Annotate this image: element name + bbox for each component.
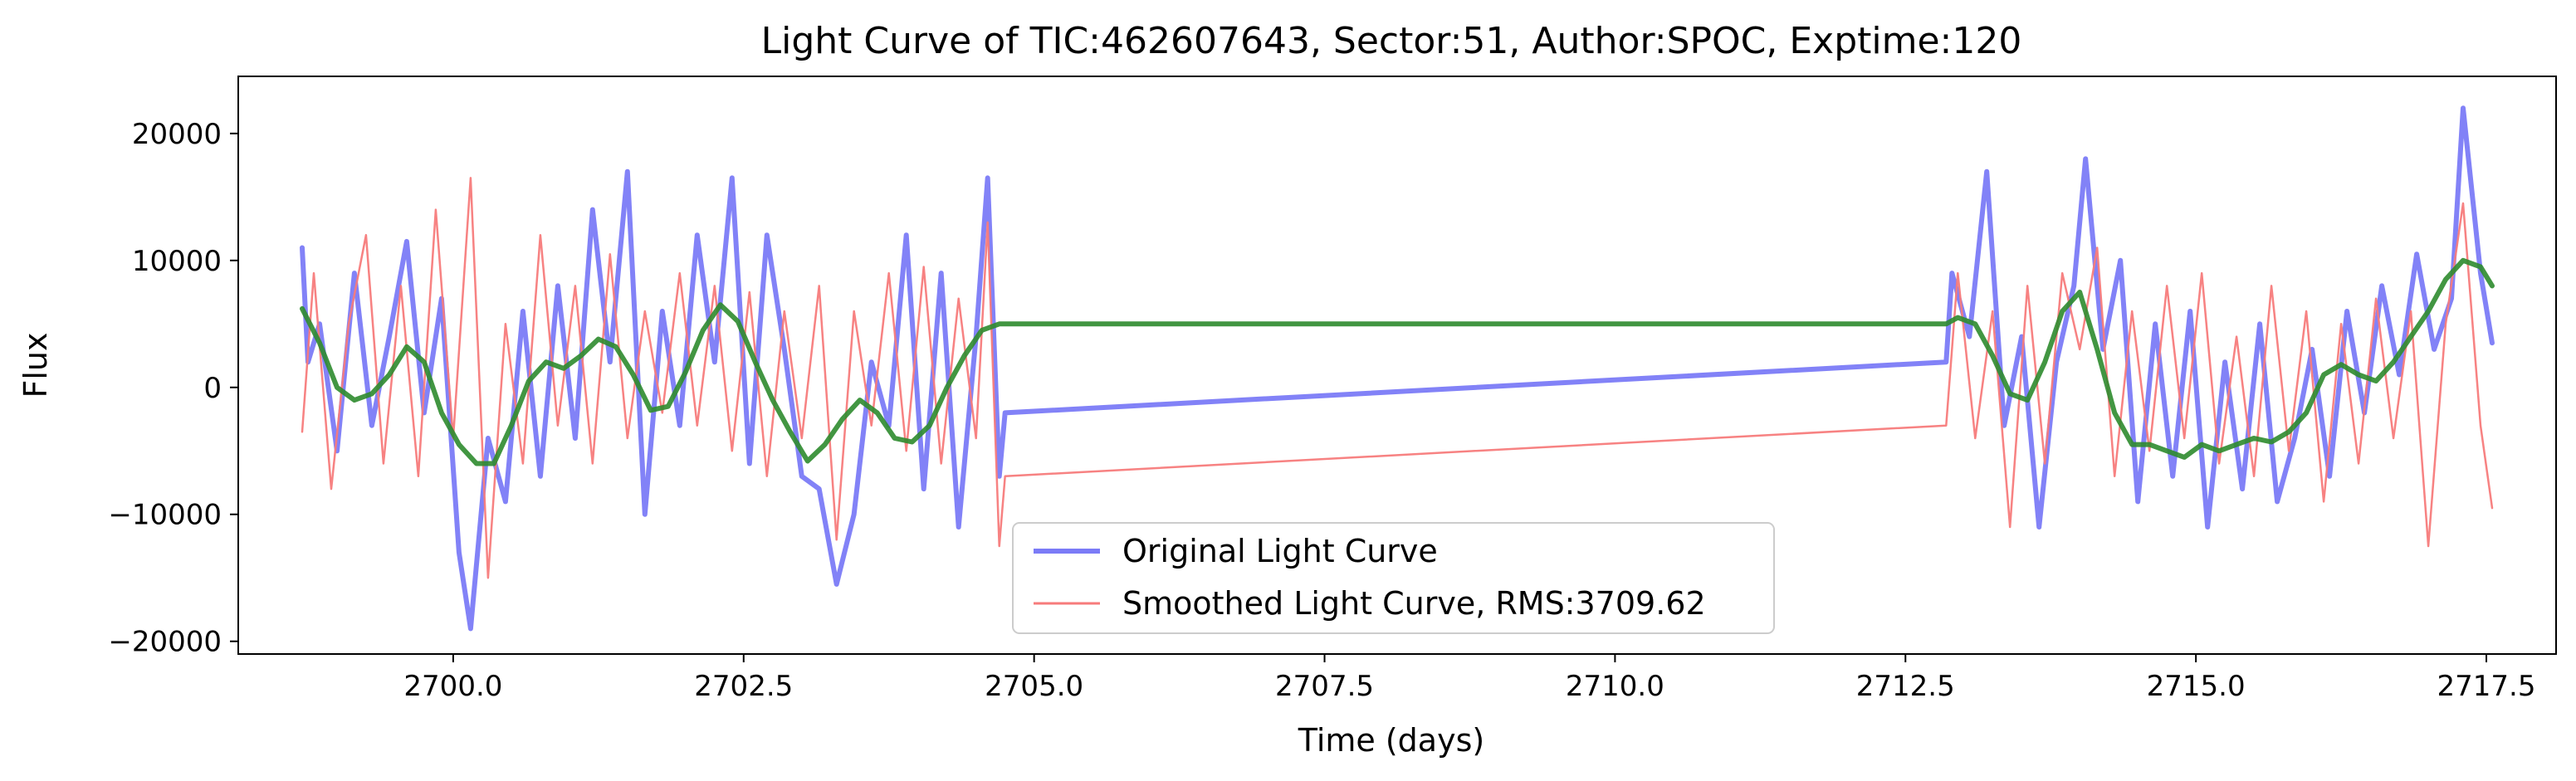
x-axis: 2700.0 2702.5 2705.0 2707.5 2710.0 2712.5 2715… bbox=[403, 654, 2536, 703]
legend-label-original: Original Light Curve bbox=[1122, 533, 1438, 569]
y-tick-label: 20000 bbox=[132, 118, 222, 151]
y-tick-label: −20000 bbox=[108, 626, 222, 659]
y-axis: −20000 −10000 0 10000 20000 bbox=[108, 118, 238, 659]
x-tick-label: 2717.5 bbox=[2437, 670, 2536, 703]
x-tick-label: 2712.5 bbox=[1856, 670, 1955, 703]
legend-frame bbox=[1012, 522, 1775, 634]
x-tick-label: 2700.0 bbox=[403, 670, 502, 703]
series-layer bbox=[300, 105, 2495, 632]
chart-title: Light Curve of TIC:462607643, Sector:51,… bbox=[761, 20, 2022, 62]
series-original-line bbox=[300, 105, 2495, 632]
y-axis-label: Flux bbox=[17, 333, 54, 398]
x-tick-label: 2710.0 bbox=[1566, 670, 1664, 703]
x-axis-label: Time (days) bbox=[1298, 722, 1484, 759]
y-tick-label: 10000 bbox=[132, 245, 222, 278]
y-tick-label: 0 bbox=[203, 372, 222, 405]
series-trend-line bbox=[300, 257, 2495, 466]
y-tick-label: −10000 bbox=[108, 499, 222, 532]
legend-label-smoothed: Smoothed Light Curve, RMS:3709.62 bbox=[1122, 585, 1706, 622]
x-tick-label: 2702.5 bbox=[694, 670, 793, 703]
x-tick-label: 2705.0 bbox=[985, 670, 1083, 703]
x-tick-label: 2707.5 bbox=[1275, 670, 1374, 703]
x-tick-label: 2715.0 bbox=[2147, 670, 2246, 703]
legend: Original Light Curve Smoothed Light Curv… bbox=[1012, 522, 1775, 634]
